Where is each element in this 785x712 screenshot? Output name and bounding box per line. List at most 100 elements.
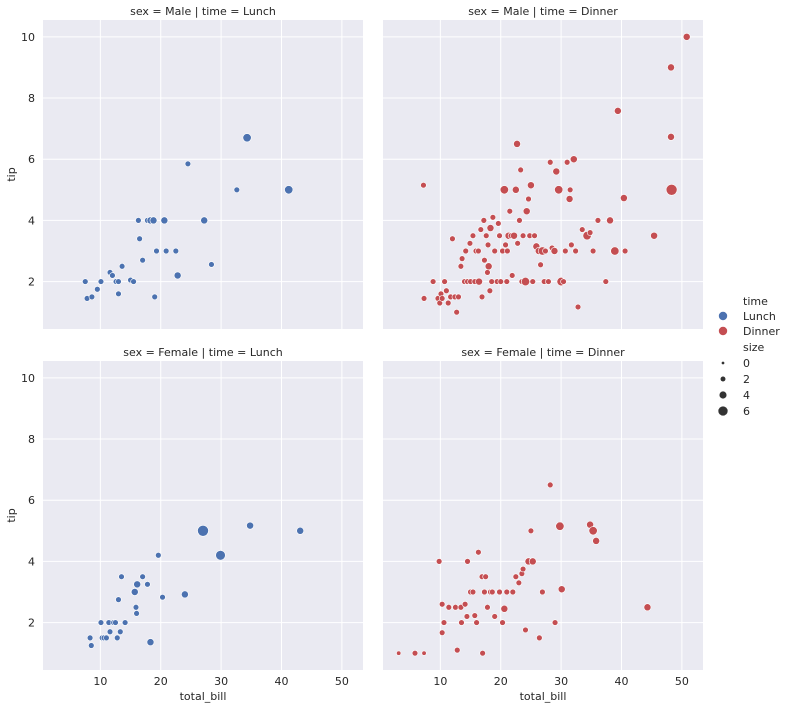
data-point: [483, 232, 490, 239]
data-point: [88, 642, 95, 649]
data-point: [496, 232, 503, 239]
data-point: [97, 278, 105, 285]
data-point: [475, 247, 482, 255]
data-point: [565, 195, 574, 203]
data-point: [586, 229, 594, 236]
data-point: [484, 604, 491, 611]
data-point: [500, 604, 509, 613]
data-point: [181, 590, 189, 599]
data-point: [453, 308, 460, 316]
data-point: [497, 278, 504, 285]
facet-panel: sex = Female | time = Dinner 10 20 30 40 50 to…: [383, 346, 703, 703]
data-point: [512, 573, 520, 580]
panel-title: sex = Male | time = Lunch: [130, 5, 276, 18]
data-point: [496, 588, 503, 596]
data-point: [429, 278, 437, 285]
legend: time Lunch Dinner size 0 2 4 6: [718, 295, 780, 418]
data-point: [514, 240, 521, 247]
data-point: [473, 619, 480, 626]
y-tick-label: 8: [28, 433, 35, 446]
data-point: [200, 216, 209, 225]
data-point: [463, 613, 471, 620]
plot-background: [383, 20, 703, 329]
data-point: [515, 579, 523, 587]
data-point: [103, 634, 110, 642]
legend-hue-title: time: [743, 295, 768, 308]
plot-background: [43, 20, 363, 329]
facet-panel: sex = Male | time = Lunch 2 4 6 8 10 tip: [5, 5, 363, 329]
data-point: [479, 649, 486, 657]
data-point: [602, 278, 609, 285]
data-point: [529, 278, 536, 285]
data-point: [484, 241, 492, 249]
data-point: [242, 133, 252, 143]
data-point: [458, 619, 465, 626]
data-point: [133, 580, 142, 589]
data-point: [130, 278, 137, 285]
data-point: [455, 293, 462, 301]
plot-background: [383, 361, 703, 670]
legend-marker-dinner: [718, 326, 728, 336]
data-point: [466, 240, 474, 247]
data-point: [589, 247, 597, 255]
data-point: [481, 588, 488, 596]
data-point: [477, 226, 485, 233]
data-point: [172, 247, 180, 255]
data-point: [562, 247, 569, 255]
data-point: [495, 220, 502, 227]
plot-background: [43, 361, 363, 670]
legend-size-marker: [720, 376, 726, 382]
legend-size-label: 4: [743, 389, 750, 402]
data-point: [516, 217, 523, 224]
data-point: [525, 195, 532, 203]
data-point: [491, 613, 498, 620]
data-point: [117, 628, 124, 635]
data-point: [106, 628, 114, 635]
data-point: [547, 481, 554, 489]
data-point: [643, 603, 652, 612]
y-tick-label: 2: [28, 276, 35, 289]
data-point: [115, 290, 122, 298]
data-point: [484, 262, 493, 271]
data-point: [296, 526, 305, 535]
data-point: [650, 231, 658, 240]
data-point: [155, 552, 162, 559]
panel-title: sex = Female | time = Lunch: [123, 346, 282, 359]
data-point: [509, 272, 516, 279]
data-point: [184, 160, 192, 167]
data-point: [159, 593, 166, 601]
legend-size-marker: [721, 361, 725, 365]
data-point: [536, 634, 543, 642]
data-point: [246, 521, 254, 530]
data-point: [588, 526, 598, 536]
data-point: [511, 185, 520, 194]
data-point: [563, 159, 571, 166]
x-tick-label: 10: [93, 675, 107, 688]
y-tick-label: 10: [21, 372, 35, 385]
x-axis-label: total_bill: [180, 690, 227, 703]
data-point: [162, 247, 170, 255]
facet-panel: sex = Male | time = Dinner: [383, 5, 703, 329]
data-point: [509, 588, 517, 596]
data-point: [443, 287, 450, 294]
data-point: [522, 626, 529, 634]
data-point: [471, 612, 478, 619]
panel-title: sex = Male | time = Dinner: [468, 5, 618, 18]
data-point: [438, 295, 446, 302]
x-tick-label: 30: [214, 675, 228, 688]
x-axis-label: total_bill: [520, 690, 567, 703]
data-point: [621, 247, 629, 255]
data-point: [151, 293, 158, 301]
data-point: [547, 159, 554, 166]
data-point: [458, 255, 466, 262]
y-tick-label: 2: [28, 617, 35, 630]
data-point: [435, 558, 443, 565]
data-point: [421, 650, 427, 656]
data-point: [396, 650, 402, 656]
data-point: [454, 646, 461, 654]
data-point: [566, 186, 574, 193]
legend-size-label: 2: [743, 373, 750, 386]
legend-size-marker: [718, 406, 728, 416]
data-point: [537, 261, 544, 268]
data-point: [554, 185, 564, 195]
